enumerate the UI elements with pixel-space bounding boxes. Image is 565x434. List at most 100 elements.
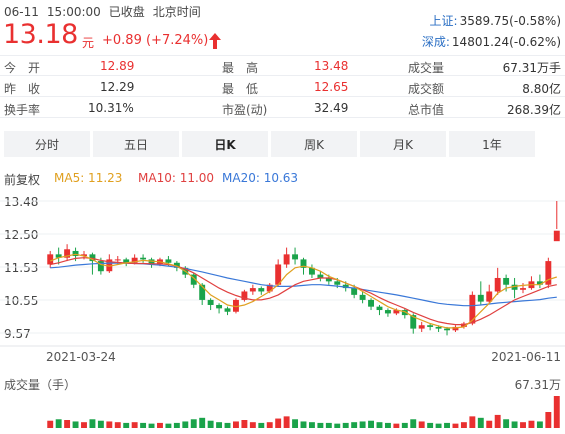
- price-unit: 元: [82, 36, 95, 50]
- candle-body: [89, 254, 96, 262]
- candle-body: [401, 310, 408, 316]
- candle-body: [351, 288, 358, 295]
- chart-period-tabs: 分时 五日 日K 周K 月K 1年: [4, 131, 565, 157]
- volume-bar: [553, 396, 560, 428]
- volume-bar: [283, 416, 290, 428]
- quote-time: 15:00:00: [46, 5, 101, 19]
- volume-bar: [72, 421, 79, 428]
- stat-value-market-cap: 268.39亿: [507, 103, 561, 117]
- index-shanghai[interactable]: 上证: 3589.75(-0.58%): [430, 12, 561, 29]
- candle-body: [325, 277, 332, 282]
- candle-body: [140, 257, 147, 260]
- y-axis-label: 11.53: [4, 261, 39, 275]
- price-change: +0.89 (+7.24%): [102, 33, 208, 48]
- price-change-percent: (+7.24%): [145, 33, 209, 48]
- volume-max-label: 67.31万: [514, 378, 561, 392]
- volume-bar: [342, 422, 349, 428]
- index-value: 3589.75(-0.58%): [459, 14, 561, 28]
- current-price: 13.18: [3, 19, 78, 50]
- stat-label-market-cap: 总市值: [408, 103, 445, 117]
- volume-bar: [444, 422, 450, 428]
- volume-bar: [64, 420, 71, 428]
- price-change-value: +0.89: [102, 33, 142, 48]
- tab-monthly-k[interactable]: 月K: [360, 131, 446, 157]
- volume-bar: [545, 412, 552, 428]
- candle-body: [342, 284, 349, 289]
- volume-bar: [207, 420, 214, 428]
- volume-bar: [460, 422, 467, 428]
- candle-body: [258, 288, 265, 292]
- candle-body: [72, 250, 79, 257]
- stat-label-turnover-rate: 换手率: [4, 103, 41, 117]
- candle-body: [511, 284, 518, 290]
- candle-body: [131, 257, 138, 263]
- volume-bar: [292, 419, 299, 428]
- candle-body: [435, 326, 442, 329]
- stat-label-prev-close: 昨 收: [4, 82, 41, 96]
- volume-bar: [81, 422, 87, 428]
- volume-bar: [393, 423, 400, 428]
- candle-body: [536, 281, 543, 285]
- candle-body: [216, 304, 223, 309]
- volume-bar: [114, 422, 121, 428]
- tab-weekly-k[interactable]: 周K: [271, 131, 357, 157]
- volume-bar: [486, 420, 493, 428]
- candle-body: [266, 284, 273, 292]
- y-axis-label: 10.55: [4, 294, 39, 308]
- candle-body: [553, 230, 560, 242]
- candle-body: [393, 310, 400, 314]
- volume-bar: [275, 418, 282, 428]
- stat-label-open: 今 开: [4, 61, 41, 75]
- volume-bar: [216, 422, 223, 428]
- index-shenzhen[interactable]: 深成: 14801.24(-0.62%): [422, 33, 561, 50]
- volume-bar: [173, 422, 180, 428]
- candle-body: [300, 259, 307, 268]
- market-status: 已收盘: [108, 5, 145, 19]
- tab-daily-k[interactable]: 日K: [182, 131, 268, 157]
- volume-bar: [410, 419, 417, 428]
- candle-body: [114, 259, 121, 261]
- adjust-mode-button[interactable]: 前复权: [4, 173, 41, 187]
- tab-five-day[interactable]: 五日: [93, 131, 179, 157]
- volume-bar: [233, 421, 239, 428]
- candle-body: [334, 281, 341, 285]
- stat-value-volume: 67.31万手: [502, 61, 561, 75]
- candle-body: [410, 315, 417, 329]
- quote-date: 06-11: [4, 5, 39, 19]
- candle-body: [444, 328, 450, 331]
- volume-bar: [376, 422, 383, 428]
- divider: [0, 75, 565, 76]
- volume-bar: [317, 422, 324, 428]
- candle-body: [384, 310, 391, 314]
- candle-body: [47, 254, 54, 265]
- candle-body: [199, 284, 206, 300]
- stat-value-turnover-amount: 8.80亿: [522, 82, 561, 96]
- volume-bar: [494, 414, 501, 428]
- candle-body: [275, 264, 282, 285]
- volume-label: 成交量（手）: [4, 378, 77, 392]
- volume-bar: [190, 419, 197, 428]
- y-axis-label: 13.48: [4, 195, 39, 209]
- volume-bar: [435, 423, 442, 428]
- stat-value-prev-close: 12.29: [100, 80, 135, 94]
- timezone-label: 北京时间: [152, 5, 201, 19]
- ma10-line: [50, 257, 557, 326]
- volume-bar: [131, 422, 138, 428]
- candle-body: [359, 294, 366, 300]
- candle-body: [520, 288, 526, 290]
- tab-intraday[interactable]: 分时: [4, 131, 90, 157]
- volume-bar: [258, 422, 265, 428]
- volume-bar: [55, 419, 62, 428]
- volume-bar: [300, 421, 307, 428]
- index-name: 深成:: [421, 35, 450, 49]
- candle-body: [317, 274, 324, 278]
- volume-bar: [359, 421, 366, 428]
- volume-bar: [249, 422, 256, 428]
- candle-body: [81, 254, 87, 257]
- stat-label-high: 最 高: [222, 61, 259, 75]
- volume-bar: [334, 423, 341, 428]
- volume-bar: [511, 421, 518, 428]
- stat-label-turnover-amount: 成交额: [408, 82, 445, 96]
- tab-one-year[interactable]: 1年: [449, 131, 535, 157]
